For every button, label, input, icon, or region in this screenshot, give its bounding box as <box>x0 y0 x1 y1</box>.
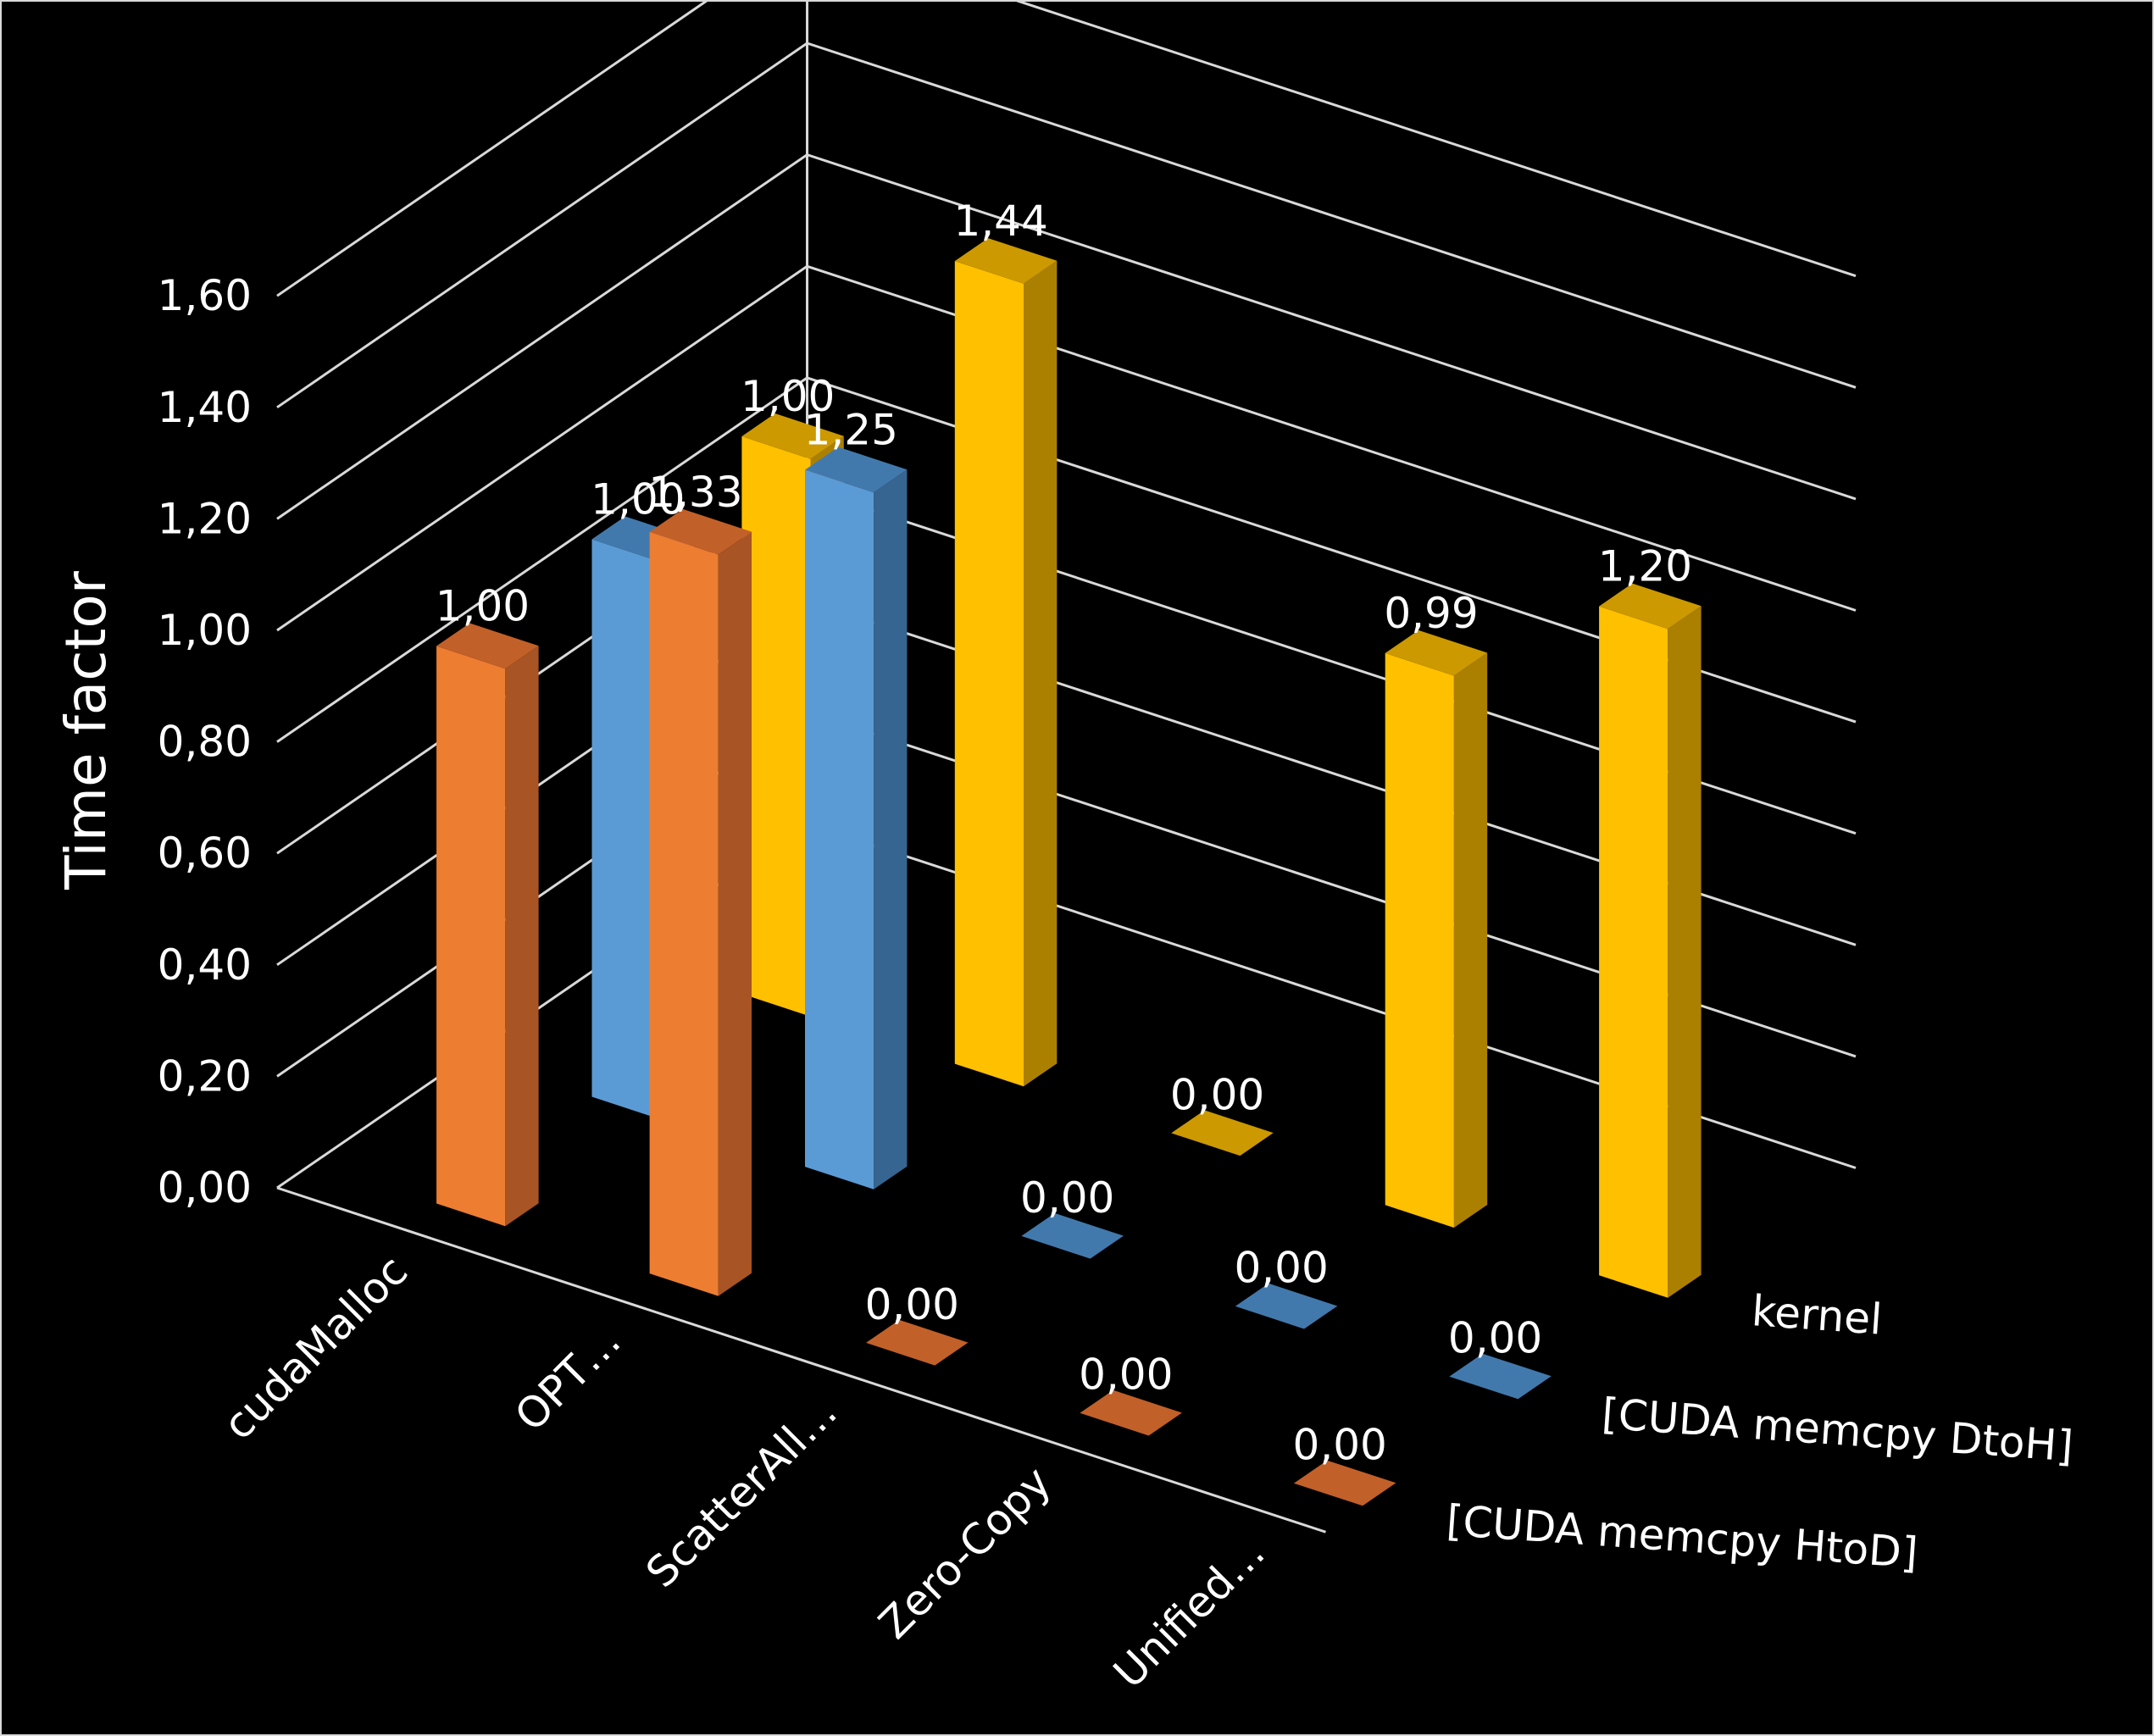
bar-kernel-2 <box>1171 1110 1274 1156</box>
bar-top-face <box>1599 583 1702 630</box>
bar-side-face <box>1024 260 1058 1087</box>
category-label: Zero-Copy <box>869 1457 1060 1648</box>
bar-dtoh-2 <box>1021 1212 1124 1259</box>
bar-top-face <box>1235 1283 1338 1329</box>
bar-dtoh-1 <box>805 446 908 1190</box>
y-tick-label: 0,40 <box>158 940 252 990</box>
y-tick-label: 1,60 <box>158 271 252 320</box>
bar-dtoh-3 <box>1235 1283 1338 1329</box>
bar-top-face <box>1449 1353 1552 1400</box>
data-label: 1,44 <box>953 197 1047 246</box>
bar-front-face <box>741 436 811 1017</box>
y-axis-title: Time factor <box>53 570 119 890</box>
bar-htod-2 <box>866 1319 969 1366</box>
bar-htod-3 <box>1080 1389 1182 1436</box>
category-label: ScatterAll… <box>636 1387 847 1597</box>
bar-top-face <box>866 1319 969 1366</box>
bar-side-face <box>1668 606 1702 1298</box>
data-label: 0,00 <box>1293 1421 1387 1470</box>
y-tick-label: 1,00 <box>158 606 252 655</box>
data-label: 0,00 <box>1170 1070 1264 1119</box>
bar-side-face <box>874 469 908 1190</box>
y-tick-label: 0,80 <box>158 718 252 767</box>
data-label: 0,00 <box>1234 1244 1328 1293</box>
bar-front-face <box>1385 652 1454 1228</box>
y-tick-label: 0,60 <box>158 829 252 878</box>
gridline <box>276 42 1857 409</box>
data-label: 0,00 <box>1079 1351 1173 1400</box>
data-label: 0,00 <box>1448 1314 1542 1363</box>
category-axis-line <box>276 1186 1326 1534</box>
series-label-kernel: kernel <box>1750 1286 1884 1345</box>
bar-kernel-3 <box>1385 630 1488 1228</box>
chart-labels: 0,00 0,20 0,40 0,60 0,80 1,00 1,20 1,40 1,60 Time… <box>53 197 2075 1698</box>
chart-bars <box>436 238 1702 1506</box>
y-tick-label: 0,00 <box>158 1163 252 1212</box>
bar-htod-0 <box>436 623 539 1227</box>
bar-front-face <box>954 261 1024 1087</box>
bar-top-face <box>436 623 539 669</box>
bar-side-face <box>1453 652 1488 1228</box>
bar-side-face <box>718 531 752 1296</box>
gridline <box>276 153 1857 520</box>
data-label: 1,00 <box>741 372 835 421</box>
y-tick-label: 1,20 <box>158 494 252 543</box>
category-label: OPT… <box>506 1316 630 1440</box>
data-label: 0,99 <box>1384 589 1478 638</box>
bar-front-face <box>649 531 719 1296</box>
y-tick-label: 1,40 <box>158 383 252 432</box>
bar-top-face <box>805 446 908 493</box>
bar-top-face <box>741 413 844 459</box>
bar-top-face <box>1021 1212 1124 1259</box>
data-label: 0,00 <box>1020 1173 1114 1223</box>
bar-top-face <box>1080 1389 1182 1436</box>
data-label: 0,00 <box>865 1280 959 1329</box>
series-label-htod: [CUDA memcpy HtoD] <box>1445 1496 1919 1578</box>
gridline <box>276 2 1857 297</box>
bar-top-face <box>1385 630 1488 676</box>
y-tick-label: 0,20 <box>158 1051 252 1101</box>
data-label: 1,00 <box>436 581 530 630</box>
bar-top-face <box>954 238 1058 284</box>
bar-htod-1 <box>649 508 752 1296</box>
bar-kernel-1 <box>954 238 1058 1087</box>
series-label-dtoh: [CUDA memcpy DtoH] <box>1600 1389 2074 1472</box>
data-label: 1,20 <box>1598 541 1692 591</box>
bar-htod-4 <box>1293 1460 1396 1506</box>
bar-front-face <box>591 539 661 1120</box>
data-label: 1,00 <box>591 474 685 524</box>
bar-kernel-4 <box>1599 583 1702 1298</box>
bar-front-face <box>436 646 506 1227</box>
bar-top-face <box>1171 1110 1274 1156</box>
data-label: 1,33 <box>648 468 742 517</box>
bar-side-face <box>505 646 539 1227</box>
bar-top-face <box>1293 1460 1396 1506</box>
bar-top-face <box>649 508 752 555</box>
bar-dtoh-4 <box>1449 1353 1552 1400</box>
category-label: cudaMalloc <box>214 1246 417 1450</box>
bar-front-face <box>1599 606 1668 1298</box>
data-label: 1,25 <box>804 405 898 454</box>
category-label: Unified… <box>1104 1528 1274 1698</box>
bar-front-face <box>805 469 874 1190</box>
